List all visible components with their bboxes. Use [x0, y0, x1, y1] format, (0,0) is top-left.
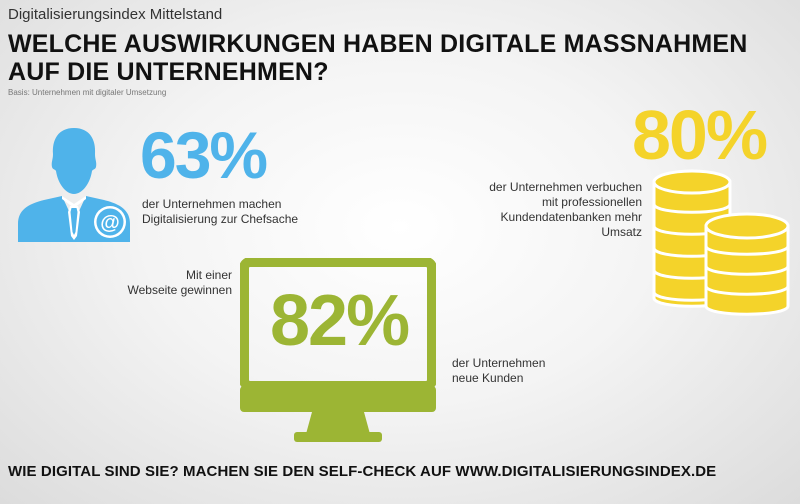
title-line-2: AUF DIE UNTERNEHMEN?: [8, 58, 329, 86]
stat-value-umsatz: 80%: [632, 96, 768, 174]
stat-desc-chefsache: der Unternehmen machen Digitalisierung z…: [142, 197, 298, 227]
stat-pre-webseite: Mit einer Webseite gewinnen: [118, 268, 232, 298]
stat-desc-umsatz: der Unternehmen verbuchen mit profession…: [470, 180, 642, 240]
stat-desc-line: Kundendatenbanken mehr Umsatz: [500, 210, 642, 239]
stat-value-chefsache: 63%: [140, 118, 268, 192]
stat-desc-line: Digitalisierung zur Chefsache: [142, 212, 299, 226]
basis-note: Basis: Unternehmen mit digitaler Umsetzu…: [8, 88, 167, 97]
stat-desc-webseite: der Unternehmen neue Kunden: [452, 356, 545, 386]
title-line-1: WELCHE AUSWIRKUNGEN HABEN DIGITALE MASSN…: [8, 30, 748, 58]
stat-value-webseite: 82%: [270, 281, 410, 361]
footer-cta: WIE DIGITAL SIND SIE? MACHEN SIE DEN SEL…: [8, 463, 717, 480]
monitor-icon: [240, 258, 436, 442]
businessman-icon: @: [18, 128, 130, 242]
svg-text:@: @: [100, 212, 120, 234]
coins-icon: [652, 169, 790, 316]
kicker: Digitalisierungsindex Mittelstand: [8, 6, 223, 23]
stat-desc-line: neue Kunden: [452, 371, 524, 385]
page-title: WELCHE AUSWIRKUNGEN HABEN DIGITALE MASSN…: [8, 30, 748, 86]
stat-pre-line: Mit einer: [185, 268, 232, 282]
stat-desc-line: mit professionellen: [541, 195, 642, 209]
stat-desc-line: der Unternehmen machen: [142, 197, 282, 211]
stat-desc-line: der Unternehmen verbuchen: [489, 180, 642, 194]
stat-pre-line: Webseite gewinnen: [127, 283, 232, 297]
stat-desc-line: der Unternehmen: [452, 356, 546, 370]
